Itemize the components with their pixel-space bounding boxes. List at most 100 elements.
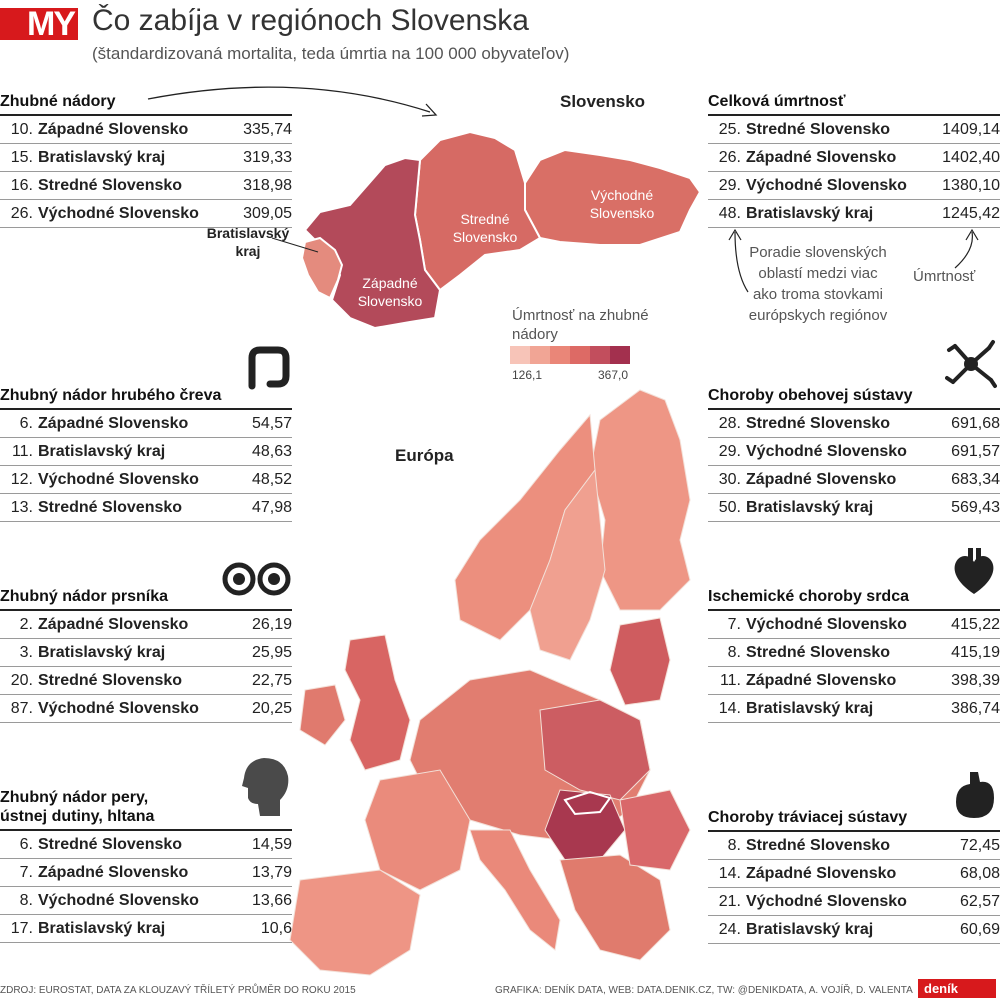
rank: 7. bbox=[19, 863, 33, 881]
rank: 21. bbox=[718, 892, 741, 910]
region: Západné Slovensko bbox=[746, 470, 897, 488]
panel-title-line2: ústnej dutiny, hltana bbox=[0, 808, 155, 825]
rate-arrow-head bbox=[965, 228, 979, 241]
logo: MY bbox=[0, 7, 78, 41]
label-stredne-line2: Slovensko bbox=[452, 229, 518, 245]
table-row: 8. Stredné Slovensko 72,45 bbox=[708, 832, 1000, 860]
table-row: 17. Bratislavský kraj 10,6 bbox=[0, 915, 292, 943]
rank-annotation-line2: oblastí medzi viac bbox=[758, 265, 878, 282]
colon-icon bbox=[248, 346, 290, 390]
rank-arrow-head bbox=[728, 228, 742, 241]
region: Stredné Slovensko bbox=[38, 835, 183, 853]
footer-source: ZDROJ: EUROSTAT, DATA ZA KLOUZAVÝ TŘÍLET… bbox=[0, 985, 356, 996]
rank: 6. bbox=[19, 414, 33, 432]
rank: 8. bbox=[19, 891, 33, 909]
table-row: 25. Stredné Slovensko 1409,14 bbox=[708, 116, 1000, 144]
value: 569,43 bbox=[951, 498, 1000, 516]
value: 54,57 bbox=[251, 414, 292, 432]
rank: 3. bbox=[19, 643, 33, 661]
table-row: 7. Východné Slovensko 415,22 bbox=[708, 611, 1000, 639]
panel-title: Celková úmrtnosť bbox=[708, 92, 1000, 116]
rank: 26. bbox=[10, 204, 33, 222]
value: 386,74 bbox=[951, 699, 1000, 717]
panel-title: Choroby tráviacej sústavy bbox=[708, 808, 1000, 832]
label-vychodne-line2: Slovensko bbox=[589, 205, 655, 221]
panel-ischemic: Ischemické choroby srdca 7. Východné Slov… bbox=[708, 587, 1000, 723]
region: Východné Slovensko bbox=[746, 176, 907, 194]
region: Východné Slovensko bbox=[38, 891, 199, 909]
label-bratislava-line2: kraj bbox=[235, 243, 261, 259]
region: Stredné Slovensko bbox=[38, 671, 183, 689]
label-vychodne-line1: Východné bbox=[590, 187, 654, 203]
value: 68,08 bbox=[959, 864, 1000, 882]
region: Západné Slovensko bbox=[746, 148, 897, 166]
value: 415,19 bbox=[951, 643, 1000, 661]
region: Východné Slovensko bbox=[746, 892, 907, 910]
value: 683,34 bbox=[951, 470, 1000, 488]
rank: 50. bbox=[718, 498, 741, 516]
value: 335,74 bbox=[243, 120, 292, 138]
value: 10,6 bbox=[260, 919, 292, 937]
table-row: 48. Bratislavský kraj 1245,42 bbox=[708, 200, 1000, 228]
table-row: 15. Bratislavský kraj 319,33 bbox=[0, 144, 292, 172]
region: Východné Slovensko bbox=[38, 204, 199, 222]
region: Východné Slovensko bbox=[746, 615, 907, 633]
value: 318,98 bbox=[243, 176, 292, 194]
slovakia-highlight bbox=[563, 790, 612, 816]
stomach-icon bbox=[956, 772, 994, 818]
table-row: 26. Západné Slovensko 1402,40 bbox=[708, 144, 1000, 172]
value: 691,57 bbox=[951, 442, 1000, 460]
europe-map bbox=[289, 389, 691, 976]
legend-swatch-6 bbox=[610, 346, 630, 364]
table-row: 2. Západné Slovensko 26,19 bbox=[0, 611, 292, 639]
table-row: 11. Bratislavský kraj 48,63 bbox=[0, 438, 292, 466]
rank: 2. bbox=[19, 615, 33, 633]
rank: 11. bbox=[11, 442, 33, 460]
region: Bratislavský kraj bbox=[746, 204, 874, 222]
rank: 15. bbox=[10, 148, 33, 166]
table-row: 29. Východné Slovensko 691,57 bbox=[708, 438, 1000, 466]
rank: 24. bbox=[718, 920, 741, 938]
region: Západné Slovensko bbox=[746, 671, 897, 689]
panel-colon: Zhubný nádor hrubého čreva 6. Západné Slo… bbox=[0, 386, 292, 522]
rank: 6. bbox=[19, 835, 33, 853]
region: Západné Slovensko bbox=[38, 120, 189, 138]
panel-digestive: Choroby tráviacej sústavy 8. Stredné Slov… bbox=[708, 808, 1000, 944]
ireland-shape bbox=[299, 684, 346, 746]
value: 22,75 bbox=[251, 671, 292, 689]
rank: 26. bbox=[718, 148, 741, 166]
region: Bratislavský kraj bbox=[38, 442, 166, 460]
neuron-icon bbox=[945, 340, 997, 388]
table-row: 11. Západné Slovensko 398,39 bbox=[708, 667, 1000, 695]
table-row: 6. Stredné Slovensko 14,59 bbox=[0, 831, 292, 859]
table-row: 3. Bratislavský kraj 25,95 bbox=[0, 639, 292, 667]
baltic-shape bbox=[609, 617, 671, 706]
panel-title: Zhubný nádor hrubého čreva bbox=[0, 386, 292, 410]
table-row: 16. Stredné Slovensko 318,98 bbox=[0, 172, 292, 200]
page-subtitle: (štandardizovaná mortalita, teda úmrtia … bbox=[92, 44, 570, 63]
table-row: 26. Východné Slovensko 309,05 bbox=[0, 200, 292, 228]
legend-swatch-4 bbox=[570, 346, 590, 364]
table-row: 29. Východné Slovensko 1380,10 bbox=[708, 172, 1000, 200]
rank-annotation-line4: európskych regiónov bbox=[748, 307, 888, 324]
rank-arrow bbox=[734, 231, 749, 293]
legend-swatch-5 bbox=[590, 346, 610, 364]
region-bratislava bbox=[300, 236, 344, 300]
rank: 13. bbox=[10, 498, 33, 516]
europe-map-title: Európa bbox=[395, 446, 454, 465]
table-row: 24. Bratislavský kraj 60,69 bbox=[708, 916, 1000, 944]
table-row: 28. Stredné Slovensko 691,68 bbox=[708, 410, 1000, 438]
value: 319,33 bbox=[243, 148, 292, 166]
legend-swatch-2 bbox=[530, 346, 550, 364]
region: Bratislavský kraj bbox=[746, 699, 874, 717]
region: Stredné Slovensko bbox=[746, 836, 891, 854]
region: Stredné Slovensko bbox=[746, 120, 891, 138]
label-vychodne: Východné Slovensko bbox=[577, 186, 667, 222]
region: Západné Slovensko bbox=[746, 864, 897, 882]
region: Východné Slovensko bbox=[746, 442, 907, 460]
region: Východné Slovensko bbox=[38, 470, 199, 488]
rank: 20. bbox=[10, 671, 33, 689]
label-zapadne-line2: Slovensko bbox=[357, 293, 423, 309]
rank: 25. bbox=[718, 120, 741, 138]
table-row: 7. Západné Slovensko 13,79 bbox=[0, 859, 292, 887]
